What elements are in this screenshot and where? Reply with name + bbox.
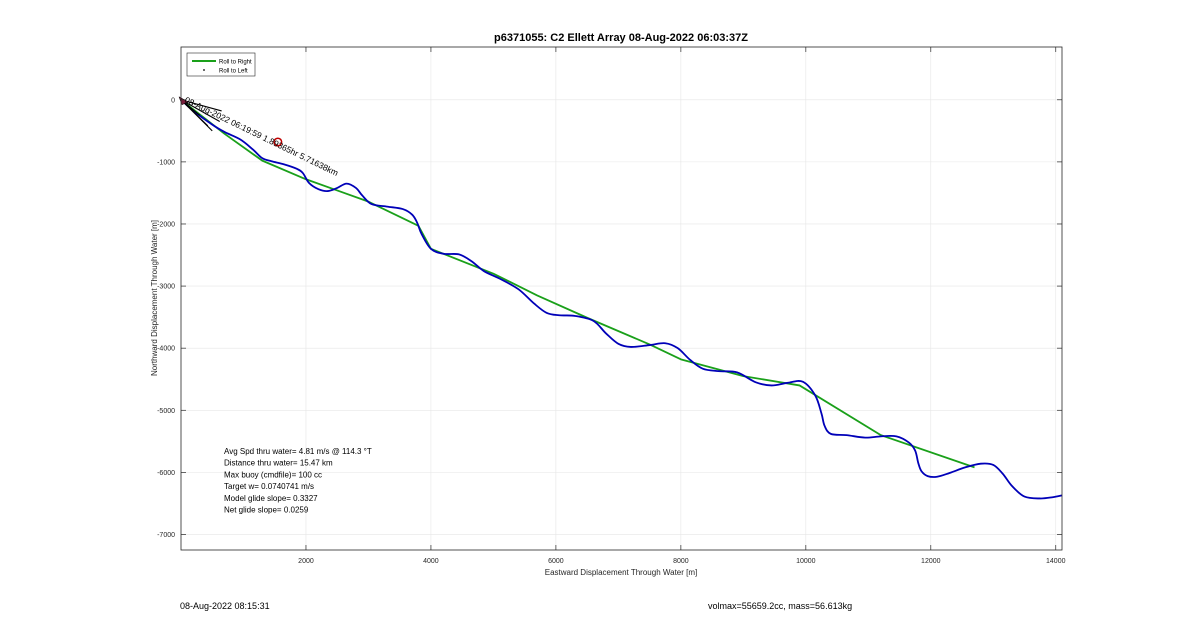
stats-line: Avg Spd thru water= 4.81 m/s @ 114.3 °T [224,447,372,456]
y-tick-label: -5000 [157,408,175,415]
footer-timestamp: 08-Aug-2022 08:15:31 [180,601,270,611]
stats-line: Max buoy (cmdfile)= 100 cc [224,470,322,479]
x-tick-label: 6000 [548,558,564,565]
series-glider-track-line [180,99,1063,500]
footer-volmax-mass: volmax=55659.2cc, mass=56.613kg [708,601,853,611]
y-tick-label: -4000 [157,346,175,353]
legend-entry-roll-left: Roll to Left [219,69,248,75]
plot-frame [180,46,1063,551]
tick-layer: 2000 4000 6000 8000 10000 12000 14000 0 -1000 -20… [157,47,1066,565]
grid-lines [181,47,1062,550]
stats-line: Target w= 0.0740741 m/s [224,482,314,491]
x-axis-label: Eastward Displacement Through Water [m] [545,568,698,577]
y-axis-label: Northward Displacement Through Water [m] [150,220,159,376]
legend-swatch-roll-left [203,69,205,71]
y-tick-label: -2000 [157,221,175,228]
y-tick-label: -3000 [157,284,175,291]
y-tick-label: 0 [171,97,175,104]
stats-line: Distance thru water= 15.47 km [224,459,333,468]
x-tick-label: 8000 [673,558,689,565]
heading-vector [180,99,221,122]
position-marker [273,137,283,147]
plot-area [181,47,1062,550]
chart-title: p6371055: C2 Ellett Array 08-Aug-2022 06… [494,32,748,44]
x-tick-label: 4000 [423,558,439,565]
x-tick-label: 14000 [1046,558,1066,565]
y-tick-label: -6000 [157,470,175,477]
x-tick-label: 10000 [796,558,816,565]
stats-line: Net glide slope= 0.0259 [224,506,309,515]
heading-vector [180,99,213,132]
series-layer [180,99,1063,500]
x-tick-label: 12000 [921,558,941,565]
x-tick-label: 2000 [298,558,314,565]
legend-entry-roll-right: Roll to Right [219,60,252,66]
y-tick-label: -1000 [157,159,175,166]
y-tick-label: -7000 [157,532,175,539]
legend: Roll to Right Roll to Left [186,52,256,77]
stats-line: Model glide slope= 0.3327 [224,494,318,503]
series-roll-to-right-line [180,99,975,469]
